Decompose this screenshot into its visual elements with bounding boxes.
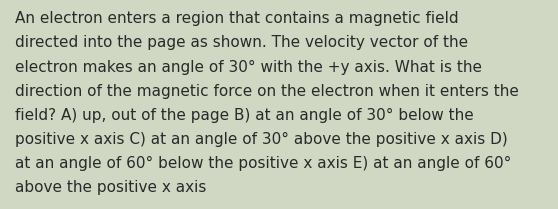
Text: An electron enters a region that contains a magnetic field: An electron enters a region that contain… <box>16 11 459 26</box>
Text: field? A) up, out of the page B) at an angle of 30° below the: field? A) up, out of the page B) at an a… <box>16 108 474 123</box>
Text: above the positive x axis: above the positive x axis <box>16 181 207 195</box>
Text: directed into the page as shown. The velocity vector of the: directed into the page as shown. The vel… <box>16 36 469 51</box>
Text: at an angle of 60° below the positive x axis E) at an angle of 60°: at an angle of 60° below the positive x … <box>16 156 512 171</box>
Text: direction of the magnetic force on the electron when it enters the: direction of the magnetic force on the e… <box>16 84 519 99</box>
Text: electron makes an angle of 30° with the +y axis. What is the: electron makes an angle of 30° with the … <box>16 60 483 75</box>
Text: positive x axis C) at an angle of 30° above the positive x axis D): positive x axis C) at an angle of 30° ab… <box>16 132 508 147</box>
